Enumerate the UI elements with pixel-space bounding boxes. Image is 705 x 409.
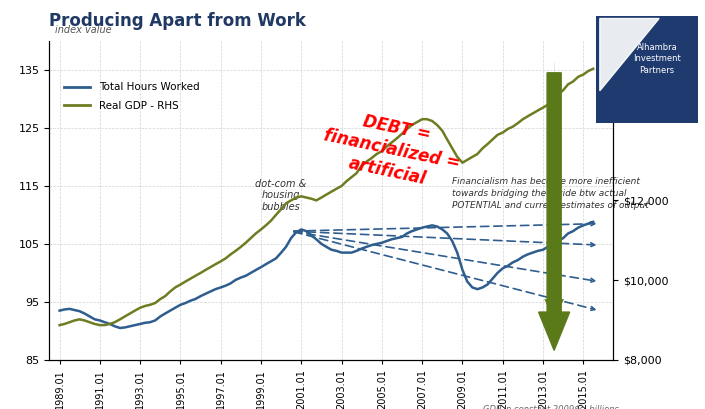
Text: GDP in constant 2009$s, billions: GDP in constant 2009$s, billions <box>483 405 619 409</box>
FancyArrow shape <box>539 73 570 351</box>
Text: Alhambra
Investment
Partners: Alhambra Investment Partners <box>633 43 681 75</box>
Text: Financialism has become more inefficient
towards bridging the divide btw actual
: Financialism has become more inefficient… <box>452 177 649 210</box>
Legend: Total Hours Worked, Real GDP - RHS: Total Hours Worked, Real GDP - RHS <box>60 78 204 115</box>
Text: DEBT =
financialized =
artificial: DEBT = financialized = artificial <box>317 105 466 195</box>
Text: dot-com &
housing
bubbles: dot-com & housing bubbles <box>255 179 307 212</box>
Text: index value: index value <box>55 25 111 34</box>
Text: Producing Apart from Work: Producing Apart from Work <box>49 12 306 30</box>
Polygon shape <box>600 18 659 91</box>
